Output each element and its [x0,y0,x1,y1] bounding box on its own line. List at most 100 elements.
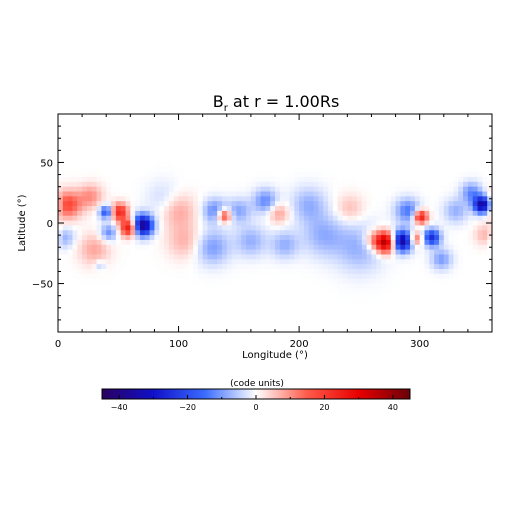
heatmap-cell [482,249,488,256]
heatmap-cell [328,259,334,265]
heatmap-cell [207,327,213,333]
heatmap-cell [120,152,127,159]
heatmap-cell [381,283,387,289]
heatmap-cell [164,176,170,183]
heatmap-cell [111,254,117,260]
heatmap-cell [96,307,102,314]
heatmap-cell [168,317,175,323]
heatmap-cell [381,239,387,246]
heatmap-cell [434,298,440,304]
heatmap-cell [482,147,488,154]
heatmap-cell [395,220,401,227]
colorbar: (code units) −40 −20 0 20 40 [101,379,411,412]
heatmap-cell [101,259,107,265]
heatmap-cell [352,254,358,260]
heatmap-cell [371,322,377,328]
heatmap-cell [188,278,194,285]
heatmap-cell [164,244,170,251]
heatmap-cell [231,302,238,309]
heatmap-cell [308,254,315,260]
heatmap-cell [178,147,184,154]
heatmap-cell [164,123,170,130]
heatmap-cell [212,118,218,125]
heatmap-cell [303,230,310,236]
heatmap-cell [347,244,353,251]
heatmap-cell [149,288,156,294]
heatmap-cell [144,133,151,139]
heatmap-cell [294,186,300,193]
heatmap-cell [328,152,334,159]
heatmap-cell [463,215,469,222]
heatmap-cell [202,172,209,178]
heatmap-cell [72,157,78,164]
heatmap-cell [299,123,305,130]
heatmap-cell [385,181,392,188]
heatmap-cell [342,244,348,251]
heatmap-cell [164,138,170,144]
heatmap-cell [188,302,194,309]
heatmap-cell [352,157,358,164]
heatmap-cell [82,172,88,178]
heatmap-cell [371,176,377,183]
heatmap-cell [164,128,170,134]
heatmap-cell [120,293,127,299]
heatmap-cell [164,157,170,164]
heatmap-cell [246,225,252,231]
heatmap-cell [72,191,78,197]
heatmap-cell [231,210,238,217]
heatmap-cell [82,327,88,333]
heatmap-cell [77,293,83,299]
heatmap-cell [236,307,242,314]
heatmap-cell [313,147,319,154]
heatmap-cell [342,176,348,183]
heatmap-cell [144,210,151,217]
heatmap-cell [96,201,102,207]
heatmap-cell [487,114,493,120]
heatmap-cell [173,298,180,304]
heatmap-cell [303,152,310,159]
heatmap-cell [342,273,348,280]
heatmap-cell [371,147,377,154]
heatmap-cell [135,230,141,236]
heatmap-cell [106,317,112,323]
heatmap-cell [414,128,421,134]
heatmap-cell [139,307,146,314]
heatmap-cell [429,128,435,134]
heatmap-cell [410,293,416,299]
heatmap-cell [458,206,464,212]
heatmap-cell [125,114,131,120]
heatmap-cell [352,191,358,197]
heatmap-cell [323,138,329,144]
heatmap-cell [463,259,469,265]
heatmap-cell [356,317,363,323]
heatmap-cell [217,278,223,285]
heatmap-cell [390,215,397,222]
heatmap-cell [472,196,479,202]
heatmap-cell [467,123,474,130]
colorbar-tick-label: 20 [319,403,329,412]
heatmap-cell [284,307,291,314]
heatmap-cell [337,239,344,246]
heatmap-cell [284,114,291,120]
heatmap-cell [178,123,184,130]
heatmap-cell [438,172,445,178]
heatmap-cell [188,298,194,304]
heatmap-cell [410,225,416,231]
heatmap-cell [130,273,136,280]
heatmap-cell [443,264,450,270]
heatmap-cell [183,138,189,144]
heatmap-cell [217,293,223,299]
heatmap-cell [241,322,247,328]
heatmap-cell [429,312,435,319]
heatmap-cell [226,128,233,134]
heatmap-cell [120,201,127,207]
heatmap-cell [337,215,344,222]
heatmap-cell [125,230,131,236]
heatmap-cell [72,269,78,275]
heatmap-cell [226,147,233,154]
heatmap-cell [482,230,488,236]
heatmap-cell [347,181,353,188]
heatmap-cell [434,273,440,280]
heatmap-cell [463,235,469,241]
heatmap-cell [236,244,242,251]
